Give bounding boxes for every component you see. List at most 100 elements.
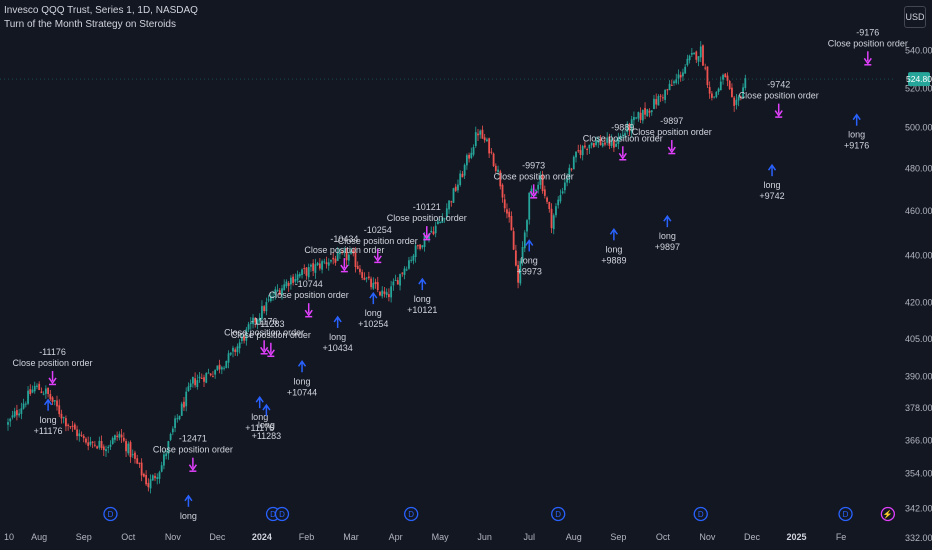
candle-body — [673, 81, 675, 84]
candle-body — [528, 192, 531, 220]
candle-body — [561, 191, 564, 194]
candle-body — [40, 391, 43, 394]
candle-body — [481, 129, 484, 139]
exit-qty-label: -9973 — [522, 160, 545, 170]
candle-body — [452, 188, 455, 203]
time-tick-label: Dec — [744, 532, 761, 542]
event-icon-glyph: D — [843, 510, 849, 519]
candle-body — [608, 136, 611, 146]
candle-body — [33, 385, 36, 392]
entry-arrow-head — [297, 359, 307, 367]
candle-body — [653, 98, 655, 110]
exit-qty-label: -10434 — [330, 234, 358, 244]
candle-body — [307, 267, 310, 278]
candle-body — [98, 440, 101, 448]
currency-button[interactable]: USD — [904, 6, 926, 28]
time-tick-label: Aug — [31, 532, 47, 542]
candle-body — [521, 247, 524, 261]
candle-body — [44, 388, 47, 394]
candle-body — [9, 418, 12, 422]
candle-body — [526, 220, 528, 232]
candle-body — [134, 452, 136, 459]
time-tick-label: Apr — [389, 532, 403, 542]
candle-body — [497, 169, 499, 172]
candle-body — [370, 278, 372, 288]
candle-body — [512, 231, 515, 250]
candle-body — [399, 274, 401, 286]
candle-body — [120, 434, 123, 438]
candle-body — [111, 437, 114, 444]
exit-arrow-head — [774, 110, 783, 117]
candle-body — [599, 139, 602, 146]
candle-body — [174, 418, 176, 428]
time-tick-label: Nov — [165, 532, 182, 542]
price-tick-label: 405.00 — [905, 334, 932, 344]
entry-arrow-head — [43, 398, 53, 406]
candle-body — [390, 286, 393, 298]
candle-body — [107, 446, 110, 449]
candle-body — [735, 99, 738, 105]
candle-body — [305, 267, 308, 276]
entry-label: long — [605, 244, 622, 254]
candle-body — [448, 200, 450, 210]
dividend-event-icon — [274, 506, 290, 522]
candle-body — [510, 216, 513, 231]
candle-body — [167, 441, 170, 454]
candle-body — [247, 324, 250, 330]
candle-body — [388, 294, 390, 298]
candle-body — [537, 184, 540, 190]
dividend-event-icon — [693, 506, 708, 522]
candle-body — [410, 259, 413, 261]
candle-body — [494, 165, 497, 172]
candle-body — [289, 277, 292, 285]
candle-body — [659, 95, 662, 97]
candle-body — [490, 151, 493, 153]
exit-order-label: Close position order — [153, 445, 233, 455]
symbol-title: Invesco QQQ Trust, Series 1, 1D, NASDAQ — [4, 5, 198, 16]
candle-body — [278, 290, 281, 295]
candle-body — [53, 400, 56, 402]
candle-body — [71, 425, 74, 427]
candle-body — [42, 393, 45, 395]
exit-arrow-head — [304, 309, 313, 317]
candle-body — [633, 117, 635, 121]
candle-body — [292, 276, 295, 283]
exit-arrow-head — [667, 146, 676, 154]
entry-label: long — [365, 308, 382, 318]
candle-body — [67, 424, 70, 426]
candle-body — [218, 364, 221, 370]
entry-label: long — [659, 231, 676, 241]
time-tick-label: Sep — [76, 532, 92, 542]
candle-body — [176, 418, 179, 420]
candle-body — [423, 235, 426, 247]
candle-body — [372, 282, 375, 289]
candle-body — [156, 477, 159, 479]
candle-body — [200, 377, 203, 379]
candle-body — [263, 306, 266, 312]
candle-body — [363, 277, 366, 280]
exit-order-label: Close position order — [739, 91, 819, 101]
exit-arrow-head — [618, 152, 627, 160]
time-tick-label: 10 — [4, 532, 14, 542]
time-tick-label: Oct — [121, 532, 136, 542]
candle-body — [501, 184, 504, 198]
candle-body — [343, 251, 346, 253]
candle-body — [327, 262, 330, 266]
candle-body — [639, 112, 642, 120]
candle-body — [345, 252, 348, 261]
candle-body — [158, 472, 161, 479]
candle-body — [325, 262, 328, 265]
candle-body — [105, 449, 107, 452]
candle-body — [601, 143, 604, 147]
candle-body — [169, 433, 172, 440]
candle-body — [13, 411, 16, 417]
candle-body — [519, 261, 522, 284]
candle-body — [416, 245, 419, 247]
candle-body — [474, 132, 477, 147]
candle-body — [437, 221, 439, 225]
candle-body — [392, 281, 395, 286]
price-axis: 540.00 520.00 500.00 480.00 460.00 440.00 420.… — [905, 45, 932, 543]
candle-body — [408, 260, 410, 269]
entry-qty-label: +9889 — [601, 255, 626, 265]
